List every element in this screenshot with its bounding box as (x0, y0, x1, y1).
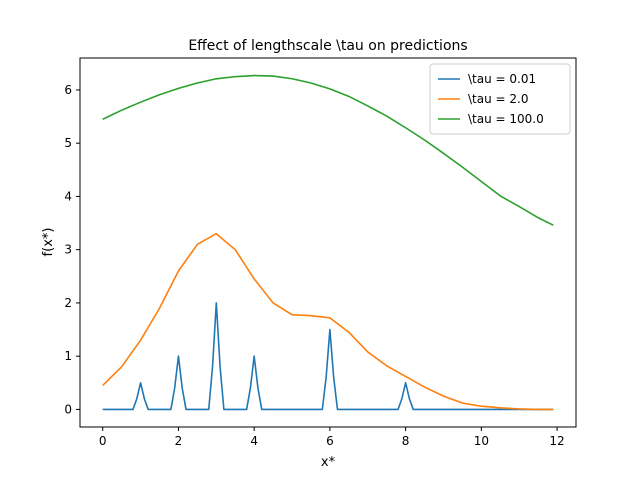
x-tick-label: 10 (474, 434, 489, 448)
x-tick-label: 12 (549, 434, 564, 448)
x-tick-label: 6 (326, 434, 334, 448)
y-axis: 0 1 2 3 4 5 6 (64, 83, 80, 416)
y-tick-label: 2 (64, 296, 72, 310)
legend-label: \tau = 100.0 (468, 112, 544, 126)
plot-area (102, 74, 554, 411)
x-tick-label: 8 (402, 434, 410, 448)
axes-frame (79, 57, 577, 428)
x-tick-label: 2 (175, 434, 183, 448)
y-tick-label: 0 (64, 402, 72, 416)
series-line-1 (102, 232, 554, 411)
chart-title: Effect of lengthscale \tau on prediction… (188, 38, 467, 54)
series-line-2 (102, 74, 554, 226)
y-tick-label: 1 (64, 349, 72, 363)
legend-label: \tau = 2.0 (468, 92, 528, 106)
x-axis: 0 2 4 6 8 10 12 (99, 427, 565, 448)
legend: \tau = 0.01 \tau = 2.0 \tau = 100.0 (429, 63, 571, 135)
legend-box (429, 63, 571, 135)
y-tick-label: 5 (64, 136, 72, 150)
x-axis-label: x* (321, 455, 336, 470)
x-tick-label: 0 (99, 434, 107, 448)
y-tick-label: 3 (64, 243, 72, 257)
y-axis-label: f(x*) (41, 228, 56, 257)
y-tick-label: 6 (64, 83, 72, 97)
x-tick-label: 4 (250, 434, 258, 448)
legend-label: \tau = 0.01 (468, 72, 536, 86)
series-line-0 (102, 302, 554, 411)
y-tick-label: 4 (64, 189, 72, 203)
